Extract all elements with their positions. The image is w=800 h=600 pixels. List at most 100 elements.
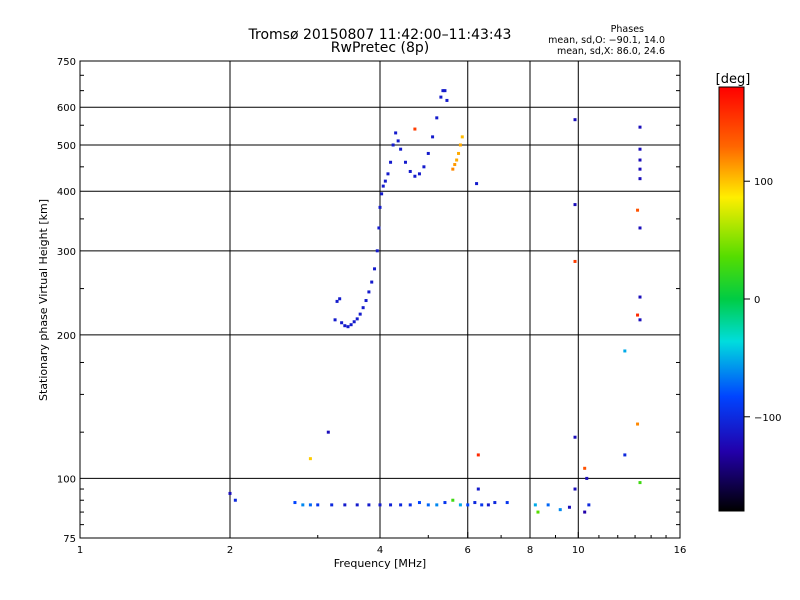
data-point — [443, 501, 447, 505]
data-point — [377, 226, 381, 230]
colorbar-ticks: 100 0 −100 — [744, 177, 781, 424]
data-point — [352, 320, 356, 324]
chart-title-line1: Tromsø 20150807 11:42:00–11:43:43 — [248, 27, 512, 43]
data-point — [583, 510, 587, 514]
data-point — [638, 125, 642, 129]
data-point — [587, 503, 591, 507]
data-point — [505, 501, 509, 505]
data-point — [349, 323, 353, 327]
data-point — [233, 498, 237, 502]
data-point — [623, 453, 627, 457]
data-point — [638, 226, 642, 230]
data-point — [638, 158, 642, 162]
data-point — [228, 491, 232, 495]
data-point — [375, 249, 379, 253]
data-point — [333, 318, 337, 322]
data-point — [573, 259, 577, 263]
data-point — [475, 182, 479, 186]
colorbar-tick-label: −100 — [754, 413, 781, 424]
data-point — [533, 503, 537, 507]
data-point — [567, 505, 571, 509]
phases-heading: Phases — [610, 24, 644, 35]
data-point — [426, 503, 430, 507]
data-point — [480, 503, 484, 507]
y-tick-label: 600 — [57, 103, 76, 114]
colorbar-tick-label: 0 — [754, 295, 760, 306]
data-point — [636, 313, 640, 317]
data-point — [585, 476, 589, 480]
data-point — [413, 127, 417, 131]
y-tick-label: 100 — [57, 474, 76, 485]
data-point — [536, 510, 540, 514]
y-tick-label: 300 — [57, 247, 76, 258]
y-tick-label: 75 — [63, 534, 76, 545]
data-point — [340, 321, 344, 325]
data-point — [457, 151, 461, 155]
data-point — [373, 267, 377, 271]
data-point — [458, 503, 462, 507]
x-tick-label: 4 — [377, 545, 383, 556]
data-point — [391, 143, 395, 147]
data-point — [389, 160, 393, 164]
data-point — [573, 435, 577, 439]
data-point — [623, 349, 627, 353]
data-point — [638, 177, 642, 181]
colorbar-tick-label: 100 — [754, 177, 773, 188]
data-point — [441, 89, 445, 93]
phases-x-stats: mean, sd,X: 86.0, 24.6 — [556, 46, 665, 57]
data-point — [378, 503, 382, 507]
data-point — [330, 503, 334, 507]
data-point — [439, 95, 443, 99]
data-point — [638, 481, 642, 485]
colorbar — [718, 86, 745, 512]
data-point — [380, 192, 384, 196]
data-point — [636, 208, 640, 212]
y-tick-label: 200 — [57, 331, 76, 342]
data-point — [355, 503, 359, 507]
x-tick-label: 8 — [527, 545, 533, 556]
data-point — [408, 503, 412, 507]
colorbar-label: [deg] — [716, 72, 751, 87]
data-point — [413, 174, 417, 178]
x-tick-label: 10 — [572, 545, 585, 556]
data-point — [460, 135, 464, 139]
data-point — [399, 503, 403, 507]
data-point — [326, 430, 330, 434]
data-point — [476, 453, 480, 457]
data-points — [228, 89, 642, 514]
y-tick-label: 500 — [57, 141, 76, 152]
data-point — [638, 318, 642, 322]
y-axis-ticks: 75 100 200 300 400 500 600 750 — [57, 57, 680, 545]
data-point — [638, 147, 642, 151]
data-point — [383, 179, 387, 183]
data-point — [378, 205, 382, 209]
data-point — [455, 158, 459, 162]
x-axis-ticks: 1 2 4 6 8 10 16 — [77, 532, 687, 556]
data-point — [473, 501, 477, 505]
data-point — [451, 498, 455, 502]
x-tick-label: 1 — [77, 545, 83, 556]
y-axis-label: Stationary phase Virtual Height [km] — [37, 199, 50, 401]
data-point — [343, 503, 347, 507]
data-point — [458, 143, 462, 147]
data-point — [361, 306, 365, 310]
data-point — [394, 131, 398, 135]
x-tick-label: 16 — [674, 545, 687, 556]
data-point — [466, 503, 470, 507]
data-point — [493, 501, 497, 505]
data-point — [573, 118, 577, 122]
data-point — [638, 295, 642, 299]
x-tick-label: 2 — [227, 545, 233, 556]
x-tick-label: 6 — [465, 545, 471, 556]
data-point — [486, 503, 490, 507]
grid-lines — [80, 61, 680, 538]
data-point — [389, 503, 393, 507]
data-point — [396, 139, 400, 143]
data-point — [346, 325, 350, 329]
data-point — [417, 172, 421, 176]
data-point — [367, 503, 371, 507]
data-point — [335, 299, 339, 303]
data-point — [338, 297, 342, 301]
data-point — [451, 167, 455, 171]
data-point — [546, 503, 550, 507]
